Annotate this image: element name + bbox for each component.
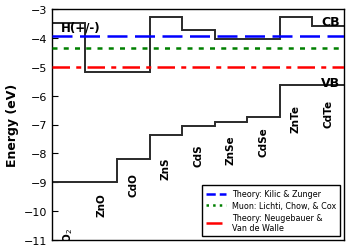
Text: H(+/-): H(+/-) [61, 22, 100, 35]
Text: ZnS: ZnS [161, 157, 171, 179]
Text: VB: VB [321, 77, 340, 90]
Text: ZnO: ZnO [96, 193, 106, 216]
Legend: Theory: Kilic & Zunger, Muon: Lichti, Chow, & Cox, Theory: Neugebauer &
Van de W: Theory: Kilic & Zunger, Muon: Lichti, Ch… [202, 185, 341, 236]
Text: CB: CB [321, 16, 339, 29]
Text: ZnSe: ZnSe [226, 135, 236, 165]
Text: CdS: CdS [194, 144, 203, 166]
Text: SnO$_2$: SnO$_2$ [62, 226, 76, 252]
Y-axis label: Energy (eV): Energy (eV) [6, 84, 19, 167]
Text: ZnTe: ZnTe [291, 105, 301, 133]
Text: CdO: CdO [128, 173, 139, 196]
Text: CdTe: CdTe [323, 99, 333, 127]
Text: CdSe: CdSe [258, 127, 268, 156]
